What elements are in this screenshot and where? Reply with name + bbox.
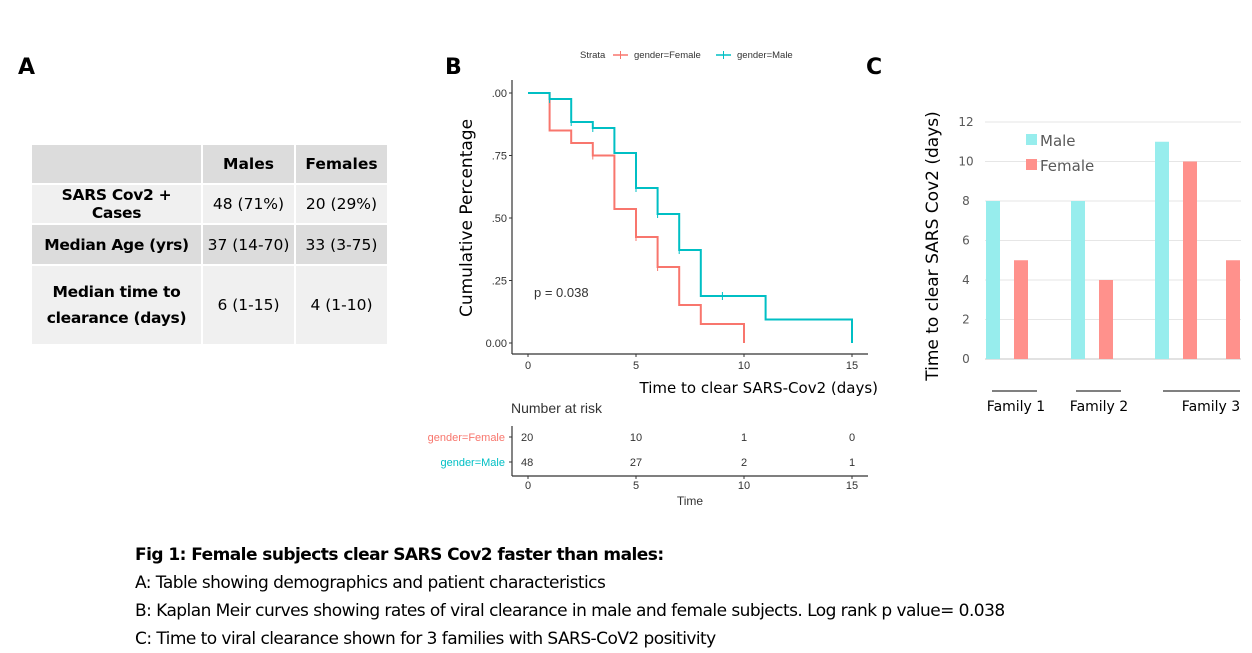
risk-count: 27 — [630, 457, 642, 469]
table-header-row: Males Females — [30, 143, 389, 185]
bar-family-3-female — [1183, 161, 1197, 359]
risk-count: 48 — [521, 457, 533, 469]
bar-family-1-female — [1014, 260, 1028, 359]
bar-family-1-male — [986, 201, 1000, 359]
km-axes — [511, 80, 868, 355]
bar-y-tick-label: 10 — [958, 155, 973, 169]
risk-count: 0 — [849, 432, 855, 444]
table-header-females: Females — [294, 143, 389, 185]
bar-legend-male-swatch — [1026, 134, 1037, 145]
km-y-tick-label: .00 — [492, 88, 507, 100]
km-legend-male-label: gender=Male — [737, 50, 793, 61]
bar-family-2-female — [1099, 280, 1113, 359]
caption-line-c: C: Time to viral clearance shown for 3 f… — [135, 629, 716, 649]
bar-y-tick-label: 4 — [962, 273, 970, 287]
panel-label-b: B — [445, 55, 462, 80]
table-header-males: Males — [201, 143, 296, 185]
km-y-ticks: .00 .75 .50 .25 0.00 — [486, 88, 512, 350]
row-label: Median time to clearance (days) — [30, 264, 203, 346]
caption-line-b: B: Kaplan Meir curves showing rates of v… — [135, 601, 1005, 621]
bar-legend: Male Female — [1026, 132, 1094, 175]
bar-family-2-male — [1071, 201, 1085, 359]
risk-table-title: Number at risk — [511, 400, 603, 416]
bar-legend-male-label: Male — [1040, 132, 1076, 150]
risk-count: 10 — [630, 432, 642, 444]
cell-males: 6 (1-15) — [201, 264, 296, 346]
km-y-tick-label: .50 — [492, 213, 507, 225]
cell-males: 48 (71%) — [201, 183, 296, 225]
cell-males: 37 (14-70) — [201, 223, 296, 266]
table-row: Median Age (yrs) 37 (14-70) 33 (3-75) — [30, 223, 389, 266]
bar-y-tick-label: 12 — [958, 115, 973, 129]
caption-line-a: A: Table showing demographics and patien… — [135, 573, 606, 593]
risk-count: 1 — [741, 432, 747, 444]
row-label: SARS Cov2 + Cases — [30, 183, 203, 225]
panel-label-c: C — [866, 55, 883, 80]
km-x-tick-label: 10 — [738, 360, 750, 372]
risk-x-tick-label: 5 — [633, 480, 639, 492]
row-label: Median Age (yrs) — [30, 223, 203, 266]
bar-y-axis-title: Time to clear SARS Cov2 (days) — [923, 111, 943, 382]
table-row: SARS Cov2 + Cases 48 (71%) 20 (29%) — [30, 183, 389, 225]
bar-family-3-female — [1226, 260, 1240, 359]
risk-count: 20 — [521, 432, 533, 444]
risk-row-label: gender=Female — [428, 432, 505, 444]
bar-y-tick-label: 6 — [962, 234, 970, 248]
km-y-tick-label: .25 — [492, 276, 507, 288]
risk-row-label: gender=Male — [440, 457, 505, 469]
km-x-axis-title: Time to clear SARS-Cov2 (days) — [639, 379, 878, 397]
bar-y-ticks: 0 2 4 6 8 10 12 — [958, 115, 973, 366]
cell-females: 20 (29%) — [294, 183, 389, 225]
bar-family-3-male — [1155, 141, 1169, 359]
km-p-value: p = 0.038 — [534, 285, 589, 300]
km-x-tick-label: 15 — [846, 360, 858, 372]
km-legend-female-label: gender=Female — [634, 50, 701, 61]
km-curve-female — [528, 92, 745, 343]
risk-count: 1 — [849, 457, 855, 469]
km-y-tick-label: 0.00 — [486, 338, 507, 350]
figure-caption: Fig 1: Female subjects clear SARS Cov2 f… — [135, 541, 1005, 653]
km-x-tick-label: 5 — [633, 360, 639, 372]
bar-y-tick-label: 8 — [962, 194, 970, 208]
panel-label-a: A — [18, 55, 36, 80]
km-legend: Strata gender=Female gender=Male — [580, 50, 793, 61]
cell-females: 33 (3-75) — [294, 223, 389, 266]
km-y-tick-label: .75 — [492, 151, 507, 163]
bar-category-label: Family 3 — [1182, 399, 1240, 415]
demographics-table: Males Females SARS Cov2 + Cases 48 (71%)… — [30, 143, 389, 346]
risk-x-tick-label: 10 — [738, 480, 750, 492]
risk-x-tick-label: 15 — [846, 480, 858, 492]
bar-legend-female-label: Female — [1040, 157, 1094, 175]
km-x-tick-label: 0 — [525, 360, 531, 372]
cell-females: 4 (1-10) — [294, 264, 389, 346]
bar-y-tick-label: 2 — [962, 313, 970, 327]
bar-category-label: Family 1 — [987, 399, 1045, 415]
km-x-ticks: 0 5 10 15 — [525, 354, 858, 372]
table-row: Median time to clearance (days) 6 (1-15)… — [30, 264, 389, 346]
risk-count: 2 — [741, 457, 747, 469]
km-y-axis-title: Cumulative Percentage — [457, 119, 477, 317]
risk-x-tick-label: 0 — [525, 480, 531, 492]
table-header-blank — [30, 143, 203, 185]
bar-bars — [986, 141, 1240, 359]
km-legend-title: Strata — [580, 50, 606, 61]
bar-categories: Family 1 Family 2 Family 3 — [987, 390, 1240, 415]
bar-category-label: Family 2 — [1070, 399, 1128, 415]
risk-table-x-title: Time — [677, 494, 704, 508]
bar-y-tick-label: 0 — [962, 352, 970, 366]
km-curves — [528, 92, 853, 343]
bar-legend-female-swatch — [1026, 159, 1037, 170]
caption-title: Fig 1: Female subjects clear SARS Cov2 f… — [135, 545, 664, 565]
